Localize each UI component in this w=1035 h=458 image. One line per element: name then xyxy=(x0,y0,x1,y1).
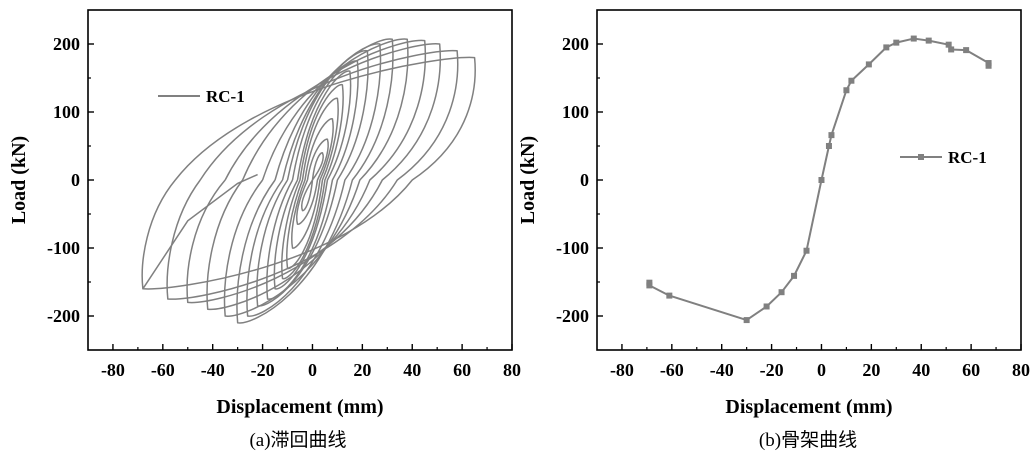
skeleton-data-point xyxy=(803,247,810,254)
chart-a-x-tick-label: 20 xyxy=(353,360,371,380)
chart-b-y-tick-label: 200 xyxy=(562,34,589,54)
skeleton-data-point xyxy=(743,317,750,324)
hysteresis-loop-4 xyxy=(286,97,339,270)
chart-b-x-tick-label: -60 xyxy=(660,360,684,380)
skeleton-data-point xyxy=(763,303,770,310)
chart-b-x-tick-label: 20 xyxy=(862,360,880,380)
hysteresis-loop-12 xyxy=(206,39,427,311)
chart-a-x-tick-label: 80 xyxy=(503,360,521,380)
hysteresis-loop-3 xyxy=(291,118,334,249)
chart-b-x-tick-label: 0 xyxy=(817,360,826,380)
caption-a: (a)滞回曲线 xyxy=(249,429,346,451)
skeleton-data-point xyxy=(778,289,785,296)
chart-b-plot-frame xyxy=(596,9,1022,351)
chart-a-y-tick-label: 100 xyxy=(53,102,80,122)
skeleton-data-point xyxy=(825,143,832,149)
hysteresis-chart-panel: -80 -60 -40 -20 0 20 40 60 80-200-1000100200Disp… xyxy=(8,9,521,418)
chart-a-x-axis-title: Displacement (mm) xyxy=(216,396,383,418)
skeleton-data-point xyxy=(666,292,673,299)
skeleton-data-point xyxy=(646,282,653,289)
chart-b-x-axis-title: Displacement (mm) xyxy=(725,396,892,418)
hysteresis-loop-1 xyxy=(301,152,324,212)
hysteresis-loop-10 xyxy=(236,38,394,324)
skeleton-data-point xyxy=(910,35,917,42)
chart-b-y-tick-label: -100 xyxy=(556,238,589,258)
hysteresis-loop-11 xyxy=(223,38,409,317)
chart-a-y-axis-title: Load (kN) xyxy=(8,136,30,224)
skeleton-data-point xyxy=(843,87,850,94)
chart-a-y-tick-label: -100 xyxy=(47,238,80,258)
skeleton-data-point xyxy=(865,61,872,68)
skeleton-data-point xyxy=(828,132,835,139)
chart-b-x-tick-label: -20 xyxy=(760,360,784,380)
hysteresis-loop-5 xyxy=(281,84,344,280)
chart-a-x-tick-label: 0 xyxy=(308,360,317,380)
skeleton-data-point xyxy=(883,44,890,51)
chart-a-x-tick-label: -20 xyxy=(251,360,275,380)
skeleton-data-point xyxy=(945,41,952,48)
chart-b-x-tick-label: 60 xyxy=(962,360,980,380)
chart-b-legend-marker xyxy=(918,154,924,160)
skeleton-data-point xyxy=(893,39,900,46)
chart-a-x-tick-label: 40 xyxy=(403,360,421,380)
hysteresis-loop-14 xyxy=(166,49,459,300)
chart-b-y-tick-label: 100 xyxy=(562,102,589,122)
hysteresis-loop-13 xyxy=(186,43,441,304)
chart-b-y-tick-label: 0 xyxy=(580,170,589,190)
skeleton-data-point xyxy=(848,77,855,84)
chart-a-x-tick-label: -80 xyxy=(101,360,125,380)
hysteresis-loop-2 xyxy=(296,138,329,225)
chart-b-y-axis-title: Load (kN) xyxy=(517,136,539,224)
skeleton-chart-panel: -80 -60 -40 -20 0 20 40 60 80-200-1000100200Disp… xyxy=(517,9,1030,418)
chart-a-x-tick-label: -40 xyxy=(201,360,225,380)
skeleton-data-point xyxy=(818,177,825,183)
chart-b-legend-label: RC-1 xyxy=(948,148,987,167)
hysteresis-unloading-tail xyxy=(142,173,258,290)
chart-b-x-tick-label: 80 xyxy=(1012,360,1030,380)
chart-a-y-tick-label: 200 xyxy=(53,34,80,54)
chart-a-y-tick-label: -200 xyxy=(47,306,80,326)
skeleton-data-point xyxy=(963,47,970,54)
chart-a-x-tick-label: -60 xyxy=(151,360,175,380)
chart-b-x-tick-label: 40 xyxy=(912,360,930,380)
caption-b: (b)骨架曲线 xyxy=(759,429,857,451)
skeleton-data-point xyxy=(791,272,798,279)
chart-a-x-tick-label: 60 xyxy=(453,360,471,380)
chart-a-y-tick-label: 0 xyxy=(71,170,80,190)
chart-b-x-tick-label: -80 xyxy=(610,360,634,380)
skeleton-data-point xyxy=(925,37,932,44)
hysteresis-loop-15 xyxy=(141,56,476,290)
skeleton-data-point xyxy=(985,62,992,69)
skeleton-data-point xyxy=(948,46,955,53)
chart-a-legend-label: RC-1 xyxy=(206,87,245,106)
chart-b-y-tick-label: -200 xyxy=(556,306,589,326)
chart-b-x-tick-label: -40 xyxy=(710,360,734,380)
